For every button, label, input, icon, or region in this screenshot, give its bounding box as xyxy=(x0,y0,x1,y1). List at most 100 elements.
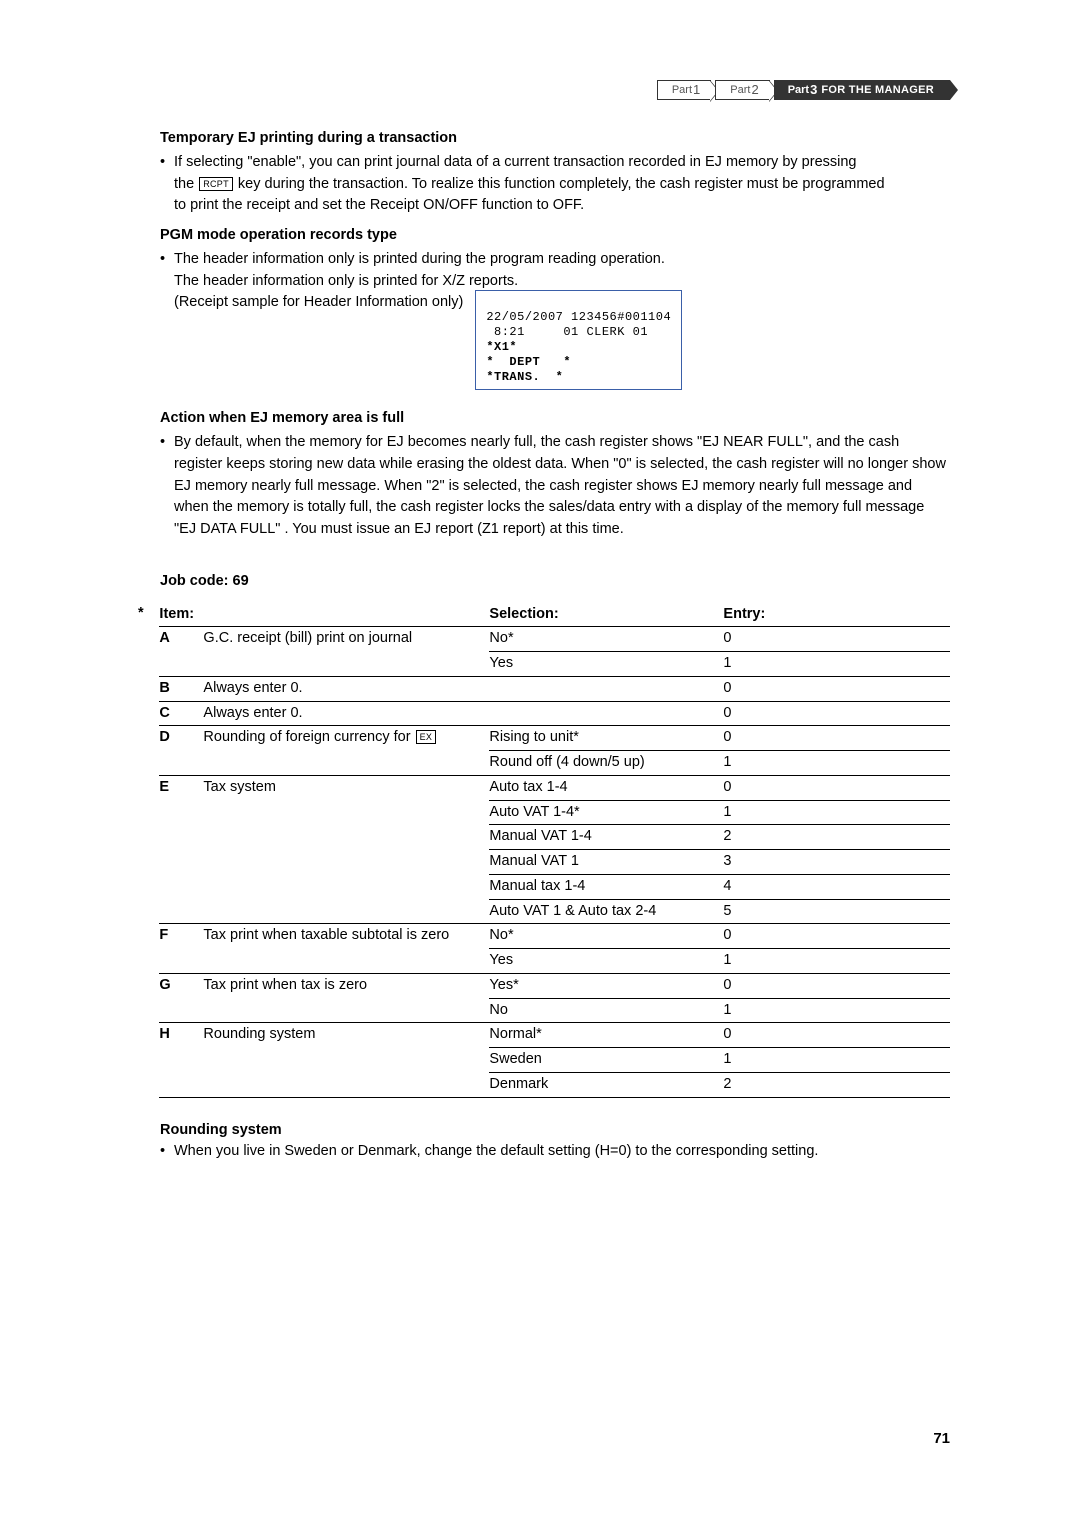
cell-selection: Manual VAT 1-4 xyxy=(489,825,723,850)
cell-item: Rounding system xyxy=(203,1023,489,1048)
section2-line3: (Receipt sample for Header Information o… xyxy=(174,292,463,314)
cell-letter xyxy=(159,850,203,875)
cell-item xyxy=(203,825,489,850)
table-row: FTax print when taxable subtotal is zero… xyxy=(159,924,950,949)
cell-selection: Yes* xyxy=(489,973,723,998)
section4-body: • When you live in Sweden or Denmark, ch… xyxy=(160,1141,950,1163)
bullet-dot: • xyxy=(160,432,174,541)
cell-letter: A xyxy=(159,627,203,652)
hdr-entry: Entry: xyxy=(723,603,950,627)
cell-item xyxy=(203,998,489,1023)
table-row: Auto VAT 1-4*1 xyxy=(159,800,950,825)
cell-letter xyxy=(159,874,203,899)
cell-letter: B xyxy=(159,676,203,701)
receipt-l1: 22/05/2007 123456#001104 xyxy=(486,310,671,324)
bullet-dot: • xyxy=(160,1141,174,1163)
pre: the xyxy=(174,176,198,192)
cell-entry: 0 xyxy=(723,1023,950,1048)
cell-entry: 1 xyxy=(723,751,950,776)
cell-selection: Normal* xyxy=(489,1023,723,1048)
hdr-sel: Selection: xyxy=(489,603,723,627)
section1-line1: If selecting "enable", you can print jou… xyxy=(174,152,950,174)
cell-item: Tax print when tax is zero xyxy=(203,973,489,998)
page-number: 71 xyxy=(933,1428,950,1451)
table-row: Round off (4 down/5 up)1 xyxy=(159,751,950,776)
cell-selection: Manual tax 1-4 xyxy=(489,874,723,899)
table-row: HRounding systemNormal*0 xyxy=(159,1023,950,1048)
config-table-wrap: * Item: Selection: Entry: AG.C. receipt … xyxy=(138,603,950,1098)
cell-item xyxy=(203,800,489,825)
cell-entry: 3 xyxy=(723,850,950,875)
section1-line3: to print the receipt and set the Receipt… xyxy=(174,195,950,217)
crumb-part1: Part1 xyxy=(657,80,711,100)
table-row: Manual VAT 1-42 xyxy=(159,825,950,850)
cell-letter: E xyxy=(159,775,203,800)
table-row: Sweden1 xyxy=(159,1048,950,1073)
cell-selection xyxy=(489,676,723,701)
cell-entry: 1 xyxy=(723,800,950,825)
cell-selection: Round off (4 down/5 up) xyxy=(489,751,723,776)
asterisk: * xyxy=(138,603,159,1098)
ex-key-icon: EX xyxy=(416,730,437,744)
cell-letter xyxy=(159,652,203,677)
cell-selection: Sweden xyxy=(489,1048,723,1073)
table-row: DRounding of foreign currency for EXRisi… xyxy=(159,726,950,751)
cell-entry: 4 xyxy=(723,874,950,899)
jobcode-title: Job code: 69 xyxy=(160,571,950,593)
rcpt-key-icon: RCPT xyxy=(199,177,233,191)
receipt-sample: 22/05/2007 123456#001104 8:21 01 CLERK 0… xyxy=(475,290,682,390)
cell-entry: 0 xyxy=(723,973,950,998)
crumb-num: 2 xyxy=(751,80,758,100)
section2-line1: The header information only is printed d… xyxy=(174,249,950,271)
cell-item xyxy=(203,850,489,875)
cell-item xyxy=(203,1048,489,1073)
cell-item xyxy=(203,1072,489,1097)
cell-letter: H xyxy=(159,1023,203,1048)
cell-item: Tax print when taxable subtotal is zero xyxy=(203,924,489,949)
cell-entry: 0 xyxy=(723,775,950,800)
section3-text: By default, when the memory for EJ becom… xyxy=(174,432,950,541)
bullet-dot: • xyxy=(160,249,174,271)
cell-entry: 0 xyxy=(723,627,950,652)
section1-title: Temporary EJ printing during a transacti… xyxy=(160,128,950,150)
cell-item xyxy=(203,751,489,776)
cell-item: Tax system xyxy=(203,775,489,800)
table-row: BAlways enter 0.0 xyxy=(159,676,950,701)
cell-item: Always enter 0. xyxy=(203,676,489,701)
table-row: GTax print when tax is zeroYes*0 xyxy=(159,973,950,998)
cell-selection: No xyxy=(489,998,723,1023)
cell-entry: 0 xyxy=(723,701,950,726)
cell-letter xyxy=(159,800,203,825)
cell-letter xyxy=(159,998,203,1023)
crumb-part2: Part2 xyxy=(715,80,769,100)
cell-letter xyxy=(159,899,203,924)
section2-line2: The header information only is printed f… xyxy=(174,271,950,293)
crumb-part3: Part3 FOR THE MANAGER xyxy=(774,80,950,100)
table-row: Yes1 xyxy=(159,949,950,974)
cell-selection: Yes xyxy=(489,949,723,974)
cell-selection: Auto VAT 1 & Auto tax 2-4 xyxy=(489,899,723,924)
crumb-label: Part xyxy=(730,82,750,99)
crumb-label: Part xyxy=(672,82,692,99)
cell-letter: C xyxy=(159,701,203,726)
table-row: Denmark2 xyxy=(159,1072,950,1097)
cell-entry: 1 xyxy=(723,949,950,974)
cell-item: G.C. receipt (bill) print on journal xyxy=(203,627,489,652)
table-row: No1 xyxy=(159,998,950,1023)
section2-body: • The header information only is printed… xyxy=(160,249,950,401)
crumb-num: 3 xyxy=(810,80,817,100)
crumb-label: Part xyxy=(788,82,809,99)
cell-letter xyxy=(159,949,203,974)
cell-entry: 1 xyxy=(723,652,950,677)
section1-line2: the RCPT key during the transaction. To … xyxy=(174,174,950,196)
cell-item: Always enter 0. xyxy=(203,701,489,726)
table-row: Manual VAT 13 xyxy=(159,850,950,875)
bullet-dot: • xyxy=(160,152,174,174)
table-row: CAlways enter 0. 0 xyxy=(159,701,950,726)
breadcrumb: Part1 Part2 Part3 FOR THE MANAGER xyxy=(160,80,950,100)
cell-entry: 2 xyxy=(723,825,950,850)
cell-selection: Auto VAT 1-4* xyxy=(489,800,723,825)
config-table: Item: Selection: Entry: AG.C. receipt (b… xyxy=(159,603,950,1098)
section3-body: • By default, when the memory for EJ bec… xyxy=(160,432,950,541)
receipt-l4: * DEPT * xyxy=(486,355,571,369)
